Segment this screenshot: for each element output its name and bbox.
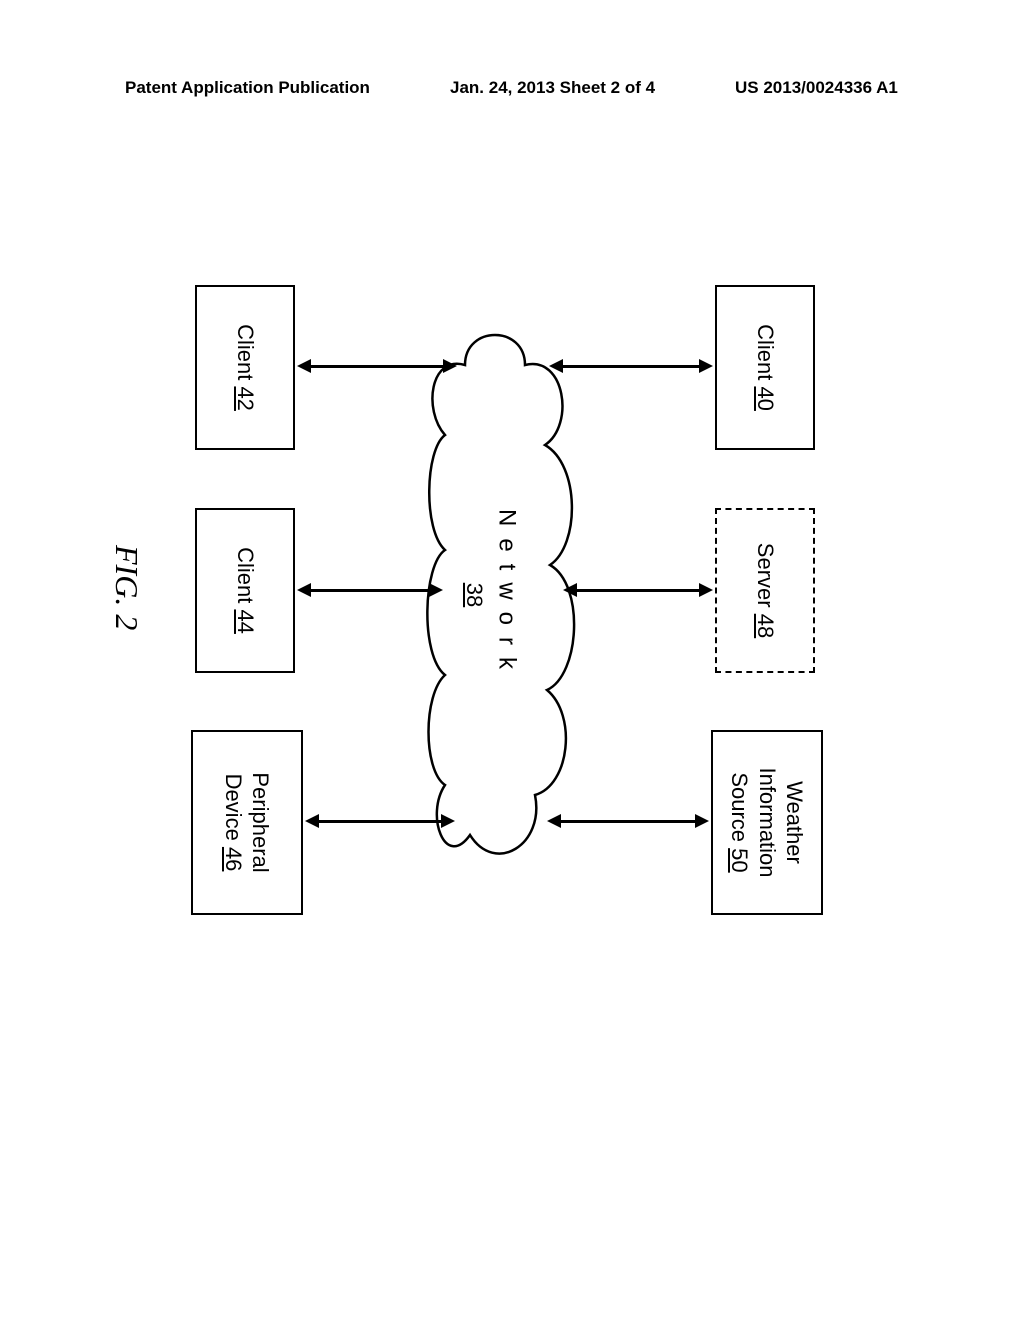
arrow-client40 <box>561 365 701 368</box>
arrowhead-weather50-up <box>695 814 709 828</box>
arrowhead-client44-up <box>429 583 443 597</box>
arrowhead-client42-down <box>297 359 311 373</box>
arrow-server48 <box>575 589 701 592</box>
server-48-box: Server 48 <box>715 508 815 673</box>
peripheral-46-box: Peripheral Device 46 <box>191 730 303 915</box>
client-42-label: Client 42 <box>231 324 259 411</box>
header-right: US 2013/0024336 A1 <box>735 78 898 98</box>
arrow-client44 <box>309 589 431 592</box>
server-48-label: Server 48 <box>751 543 779 638</box>
figure-label: FIG. 2 <box>108 545 145 630</box>
network-ref: 38 <box>461 315 487 875</box>
client-44-box: Client 44 <box>195 508 295 673</box>
client-40-label: Client 40 <box>751 324 779 411</box>
arrowhead-peripheral46-up <box>441 814 455 828</box>
page: Patent Application Publication Jan. 24, … <box>0 0 1024 1320</box>
arrow-client42 <box>309 365 445 368</box>
arrow-weather50 <box>559 820 697 823</box>
network-cloud: Network 38 <box>425 315 585 875</box>
arrowhead-client40-up <box>699 359 713 373</box>
client-40-box: Client 40 <box>715 285 815 450</box>
arrowhead-server48-up <box>699 583 713 597</box>
network-label: Network <box>492 315 520 875</box>
header-left: Patent Application Publication <box>125 78 370 98</box>
client-42-box: Client 42 <box>195 285 295 450</box>
arrowhead-peripheral46-down <box>305 814 319 828</box>
peripheral-46-label: Peripheral Device 46 <box>220 736 275 909</box>
diagram-container: Network 38 Client 40 Server 48 Weather I… <box>105 230 905 960</box>
header-center: Jan. 24, 2013 Sheet 2 of 4 <box>450 78 655 98</box>
arrowhead-client40-down <box>549 359 563 373</box>
arrow-peripheral46 <box>317 820 443 823</box>
arrowhead-server48-down <box>563 583 577 597</box>
client-44-label: Client 44 <box>231 547 259 634</box>
arrowhead-client42-up <box>443 359 457 373</box>
weather-50-label: Weather Information Source 50 <box>726 736 809 909</box>
arrowhead-weather50-down <box>547 814 561 828</box>
weather-50-box: Weather Information Source 50 <box>711 730 823 915</box>
arrowhead-client44-down <box>297 583 311 597</box>
